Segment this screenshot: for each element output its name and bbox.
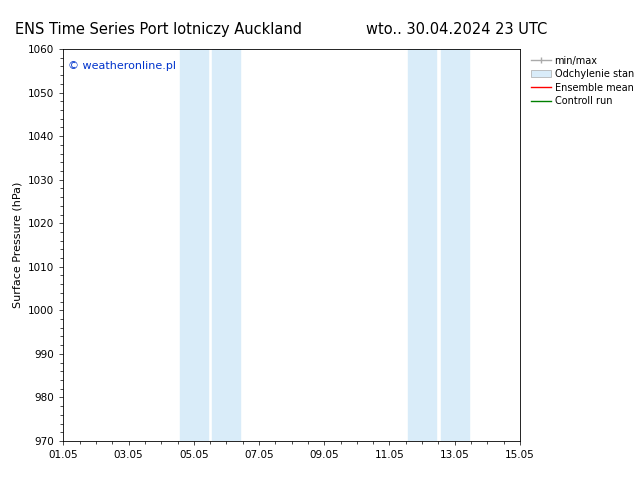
- Bar: [408, 49, 436, 441]
- Legend: min/max, Odchylenie standardowe, Ensemble mean run, Controll run: min/max, Odchylenie standardowe, Ensembl…: [529, 54, 634, 108]
- Text: wto.. 30.04.2024 23 UTC: wto.. 30.04.2024 23 UTC: [366, 22, 547, 37]
- Bar: [212, 49, 240, 441]
- Text: © weatheronline.pl: © weatheronline.pl: [68, 61, 176, 71]
- Bar: [441, 49, 469, 441]
- Bar: [180, 49, 208, 441]
- Y-axis label: Surface Pressure (hPa): Surface Pressure (hPa): [13, 182, 23, 308]
- Text: ENS Time Series Port lotniczy Auckland: ENS Time Series Port lotniczy Auckland: [15, 22, 302, 37]
